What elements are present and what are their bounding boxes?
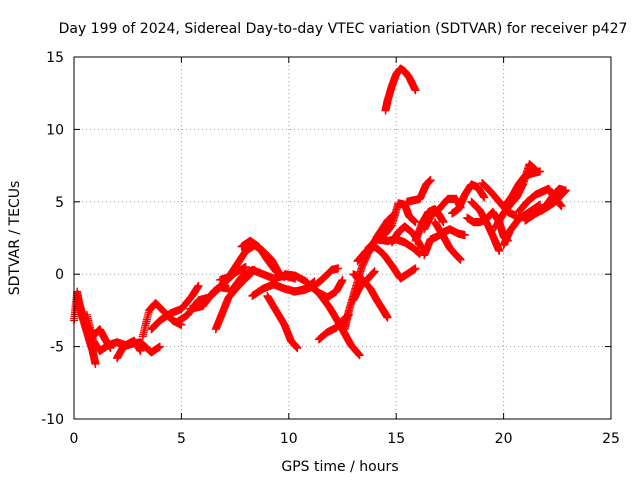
data-point	[480, 193, 489, 202]
x-axis-label: GPS time / hours	[281, 459, 398, 475]
y-tick-label: 15	[46, 50, 64, 66]
x-tick-label: 20	[495, 431, 513, 447]
x-tick-label: 15	[387, 431, 405, 447]
gridlines	[74, 57, 611, 419]
x-tick-label: 5	[177, 431, 186, 447]
y-tick-label: -5	[50, 340, 64, 356]
data-point	[426, 176, 435, 185]
data-point	[136, 346, 145, 355]
data-point	[383, 313, 392, 322]
y-tick-label: 10	[46, 122, 64, 138]
data-point	[495, 247, 504, 256]
data-point	[355, 351, 364, 360]
data-point	[338, 275, 347, 284]
x-tick-label: 25	[602, 431, 620, 447]
data-point	[559, 186, 568, 195]
data-point	[411, 218, 420, 227]
data-point	[557, 202, 566, 211]
y-tick-label: 5	[55, 195, 64, 211]
data-point	[456, 255, 465, 264]
data-point	[194, 281, 203, 290]
data-point	[460, 231, 469, 240]
y-tick-label: -10	[41, 412, 64, 428]
y-tick-label: 0	[55, 267, 64, 283]
data-point	[293, 344, 302, 353]
data-point	[334, 264, 343, 273]
axis-ticks: 0 5 10 15 20 25 -10 -5 0 5 10 15	[41, 50, 620, 447]
chart-title: Day 199 of 2024, Sidereal Day-to-day VTE…	[59, 21, 628, 37]
plot-frame	[73, 56, 612, 420]
data-point	[411, 86, 420, 95]
data-point	[411, 264, 420, 273]
data-markers	[70, 64, 570, 368]
data-point	[241, 262, 250, 271]
data-point	[439, 218, 448, 227]
x-tick-label: 0	[70, 431, 79, 447]
y-axis-label: SDTVAR / TECUs	[7, 181, 23, 296]
data-point	[155, 342, 164, 351]
data-point	[370, 267, 379, 276]
data-point	[91, 359, 100, 368]
x-tick-label: 10	[280, 431, 298, 447]
data-point	[536, 167, 545, 176]
